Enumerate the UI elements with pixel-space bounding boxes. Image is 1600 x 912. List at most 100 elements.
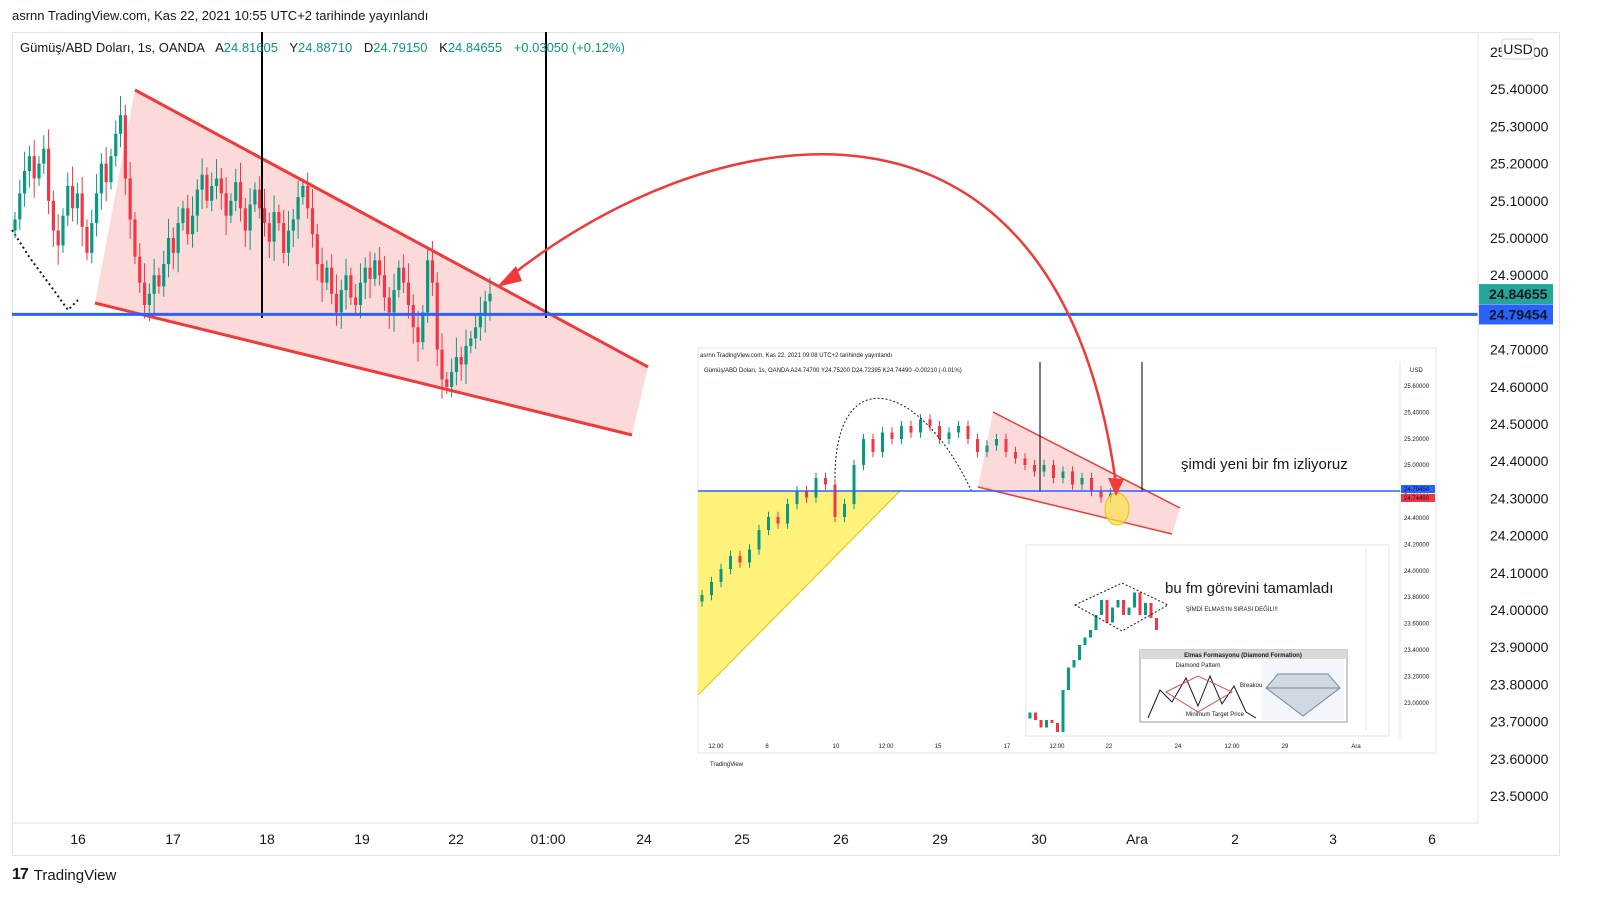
inset-candle-body	[1071, 471, 1074, 485]
candle-body	[330, 267, 334, 294]
candle-body	[426, 260, 430, 313]
tradingview-logo-text: TradingView	[33, 866, 117, 884]
candle-body	[99, 163, 103, 194]
candle-body	[46, 148, 51, 201]
inset-x-tick: 29	[1282, 744, 1289, 750]
candle-body	[166, 238, 171, 265]
y-tick-label: 25.00000	[1490, 230, 1549, 246]
inset-candle-body	[919, 419, 922, 433]
candle-body	[272, 211, 276, 242]
candle-body	[488, 293, 492, 302]
candle-body	[190, 215, 195, 235]
inset-y-tick: 24.40000	[1404, 516, 1430, 522]
candle-body	[248, 204, 252, 231]
nested-candle	[1078, 645, 1081, 660]
nested-candle	[1111, 607, 1114, 623]
candle-body	[51, 200, 55, 231]
inset-candle-body	[1023, 458, 1027, 465]
y-tick-label: 24.00000	[1490, 602, 1549, 618]
y-tick-label: 24.20000	[1490, 528, 1549, 544]
nested-candle	[1094, 615, 1098, 630]
diamond-explainer-line	[1147, 674, 1257, 719]
x-tick-label: 25	[734, 831, 750, 847]
candle-body	[344, 275, 348, 291]
legend-high-label: Y	[289, 40, 299, 55]
inset-candle-body	[1061, 471, 1065, 478]
inset-x-tick: 24	[1175, 744, 1182, 750]
y-tick-label: 24.50000	[1490, 416, 1549, 432]
inset-candle-body	[824, 478, 827, 485]
nested-candle	[1072, 660, 1076, 668]
arrow-head-icon	[497, 266, 522, 287]
candle-body	[90, 223, 94, 253]
candle-body	[80, 193, 84, 227]
nested-candle	[1133, 592, 1136, 608]
inset-candle-body	[938, 426, 941, 439]
inset-wedge-lower	[977, 486, 1173, 535]
wedge-fill	[95, 90, 648, 435]
y-tick-label: 25.40000	[1490, 81, 1549, 97]
y-tick-label: 23.70000	[1490, 714, 1549, 730]
inset-x-tick: 12:00	[708, 744, 724, 750]
candle-body	[37, 163, 41, 179]
inset-badge-level	[1401, 485, 1435, 493]
candle-body	[42, 148, 46, 164]
currency-label: USD	[1503, 41, 1533, 57]
candle-body	[301, 185, 305, 198]
inset-candle-body	[1090, 478, 1093, 491]
nested-candle	[1105, 600, 1109, 623]
nested-candle	[1116, 600, 1120, 608]
inset-candle-body	[795, 491, 799, 504]
inset-currency: USD	[1410, 368, 1423, 374]
inset-y-tick: 23.60000	[1404, 622, 1430, 628]
legend-open-value: 24.81605	[223, 40, 278, 55]
x-tick-label: 16	[70, 831, 86, 847]
nested-candle	[1122, 600, 1125, 615]
candle-body	[435, 282, 439, 350]
inset-candle-body	[909, 426, 913, 433]
x-tick-label: 01:00	[530, 831, 565, 847]
legend-open-label: A	[215, 40, 224, 55]
diamond-explainer-header	[1140, 650, 1347, 659]
candle-body	[334, 293, 339, 313]
candle-body	[128, 178, 132, 220]
inset-x-tick: 12:00	[878, 744, 894, 750]
diamond-explainer-shape	[1164, 675, 1234, 713]
chart-frame	[12, 32, 1560, 856]
inset-candle-body	[700, 595, 704, 602]
inset-wedge-fill	[978, 412, 1180, 534]
publish-info: asrnn TradingView.com, Kas 22, 2021 10:5…	[12, 8, 429, 23]
tradingview-logo[interactable]: 17 TradingView	[12, 866, 116, 884]
candle-body	[13, 219, 17, 231]
candle-body	[214, 178, 219, 186]
inset-badge-last-text: 24.74490	[1404, 496, 1430, 502]
candle-body	[75, 193, 79, 209]
candle-body	[459, 357, 463, 365]
inset-candle-body	[852, 465, 856, 504]
level-price-badge	[1479, 304, 1553, 325]
candle-body	[32, 156, 36, 179]
x-tick-label: Ara	[1126, 831, 1148, 847]
candle-body	[123, 115, 127, 179]
inset-x-tick: 22	[1106, 744, 1113, 750]
currency-button[interactable]	[1501, 38, 1535, 60]
legend-symbol[interactable]: Gümüş/ABD Doları, 1s, OANDA	[20, 40, 205, 55]
candle-body	[354, 297, 358, 305]
candle-body	[349, 275, 353, 298]
candle-body	[325, 267, 329, 283]
inset-candle-body	[928, 419, 932, 426]
candle-body	[382, 275, 387, 298]
arrow-tail-head-icon	[1108, 478, 1124, 496]
x-tick-label: 2	[1231, 831, 1239, 847]
legend-low-label: D	[363, 40, 374, 55]
inset-y-tick: 24.00000	[1404, 569, 1430, 575]
diamond-explainer-label: Minimum Target Price	[1186, 712, 1245, 718]
nested-candle	[1034, 712, 1037, 720]
inset-candle-body	[1042, 465, 1046, 472]
nested-candle	[1127, 607, 1131, 615]
candle-body	[85, 226, 89, 253]
inset-candle-body	[786, 504, 789, 524]
candle-body	[152, 275, 156, 294]
candle-body	[171, 238, 175, 253]
